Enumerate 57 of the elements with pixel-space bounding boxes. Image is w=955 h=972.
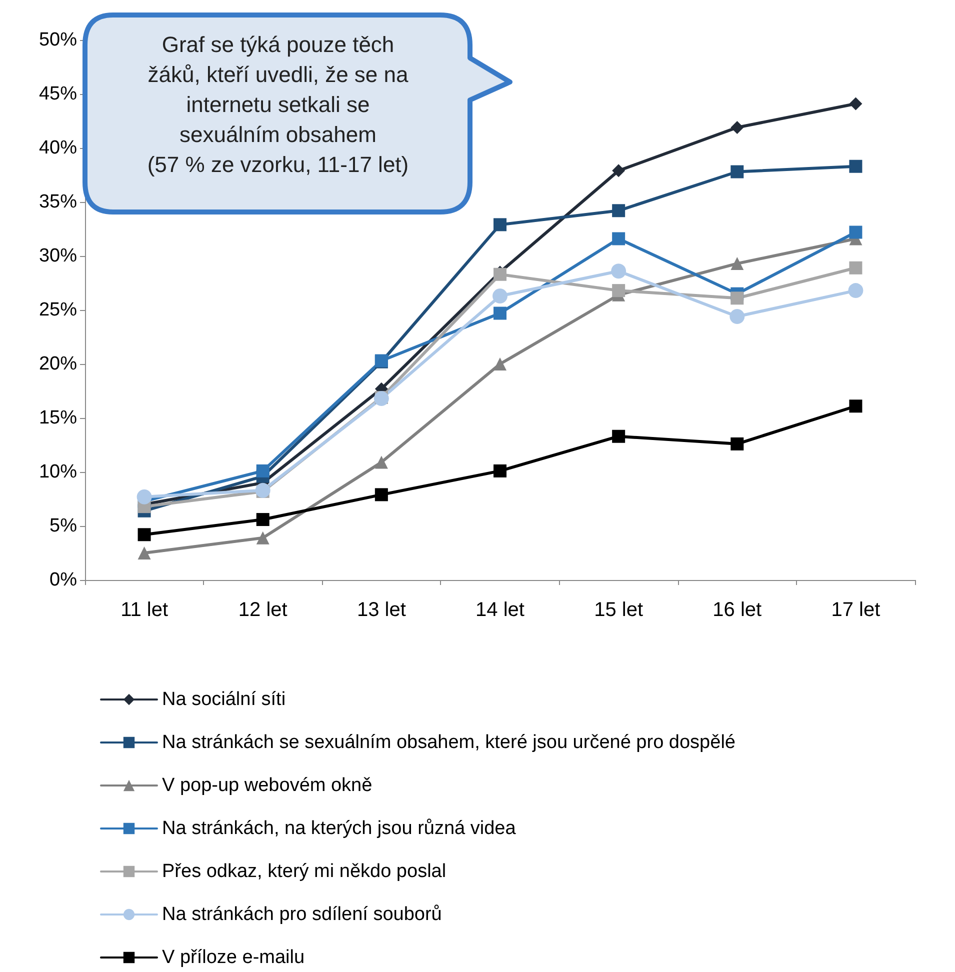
point bbox=[849, 400, 862, 413]
point bbox=[136, 489, 152, 504]
point bbox=[494, 306, 506, 320]
legend-label: Přes odkaz, který mi někdo poslal bbox=[162, 861, 446, 882]
y-tick-label: 35% bbox=[38, 192, 78, 212]
legend-label: Na stránkách se sexuálním obsahem, které jsou určené pro dospělé bbox=[162, 732, 736, 753]
x-tick-label: 13 let bbox=[356, 599, 406, 621]
point bbox=[849, 261, 862, 274]
point bbox=[374, 488, 388, 502]
point bbox=[612, 284, 626, 298]
x-tick-label: 12 let bbox=[238, 599, 288, 621]
point bbox=[494, 464, 506, 478]
y-tick-label: 40% bbox=[38, 138, 78, 158]
point bbox=[492, 288, 508, 304]
y-tick-label: 5% bbox=[50, 516, 78, 536]
point bbox=[256, 513, 270, 526]
point bbox=[494, 218, 506, 232]
point bbox=[730, 257, 744, 270]
point bbox=[494, 358, 506, 370]
point bbox=[256, 464, 270, 478]
x-tick-label: 15 let bbox=[594, 599, 644, 621]
point bbox=[138, 528, 151, 542]
y-tick-label: 30% bbox=[38, 246, 78, 266]
point bbox=[730, 308, 745, 324]
y-tick-label: 50% bbox=[38, 30, 78, 50]
point bbox=[849, 226, 862, 239]
point bbox=[730, 292, 744, 305]
legend-label: V příloze e-mailu bbox=[162, 947, 305, 968]
point bbox=[256, 531, 270, 544]
x-tick-label: 17 let bbox=[831, 599, 881, 621]
point bbox=[612, 164, 626, 178]
y-tick-label: 10% bbox=[38, 462, 78, 482]
point bbox=[848, 283, 864, 298]
point bbox=[849, 160, 862, 173]
y-tick-label: 25% bbox=[38, 300, 78, 320]
legend-label: V pop-up webovém okně bbox=[162, 775, 372, 796]
point bbox=[138, 546, 151, 560]
point bbox=[612, 232, 626, 246]
y-tick-label: 20% bbox=[38, 354, 78, 374]
point bbox=[611, 264, 626, 279]
point bbox=[374, 456, 388, 469]
point bbox=[730, 120, 744, 134]
legend-label: Na stránkách, na kterých jsou různá videa bbox=[162, 818, 516, 839]
y-tick-label: 45% bbox=[38, 84, 78, 104]
x-tick-label: 16 let bbox=[712, 599, 762, 621]
y-tick-label: 15% bbox=[38, 408, 78, 428]
point bbox=[849, 97, 862, 110]
annotation: Graf se týká pouze těch žáků, kteří uvedli, že se na internetu setkali se sexuálním obsahem (57 % ze vzorku, 11-17 let) bbox=[146, 31, 410, 179]
point bbox=[730, 437, 744, 450]
legend-label: Na sociální síti bbox=[162, 689, 286, 710]
point bbox=[612, 430, 626, 443]
legend-label: Na stránkách pro sdílení souborů bbox=[162, 904, 442, 925]
x-tick-label: 14 let bbox=[476, 599, 525, 621]
point bbox=[730, 165, 744, 178]
y-tick-label: 0% bbox=[50, 570, 78, 590]
x-tick-label: 11 let bbox=[120, 599, 168, 621]
point bbox=[612, 204, 626, 218]
